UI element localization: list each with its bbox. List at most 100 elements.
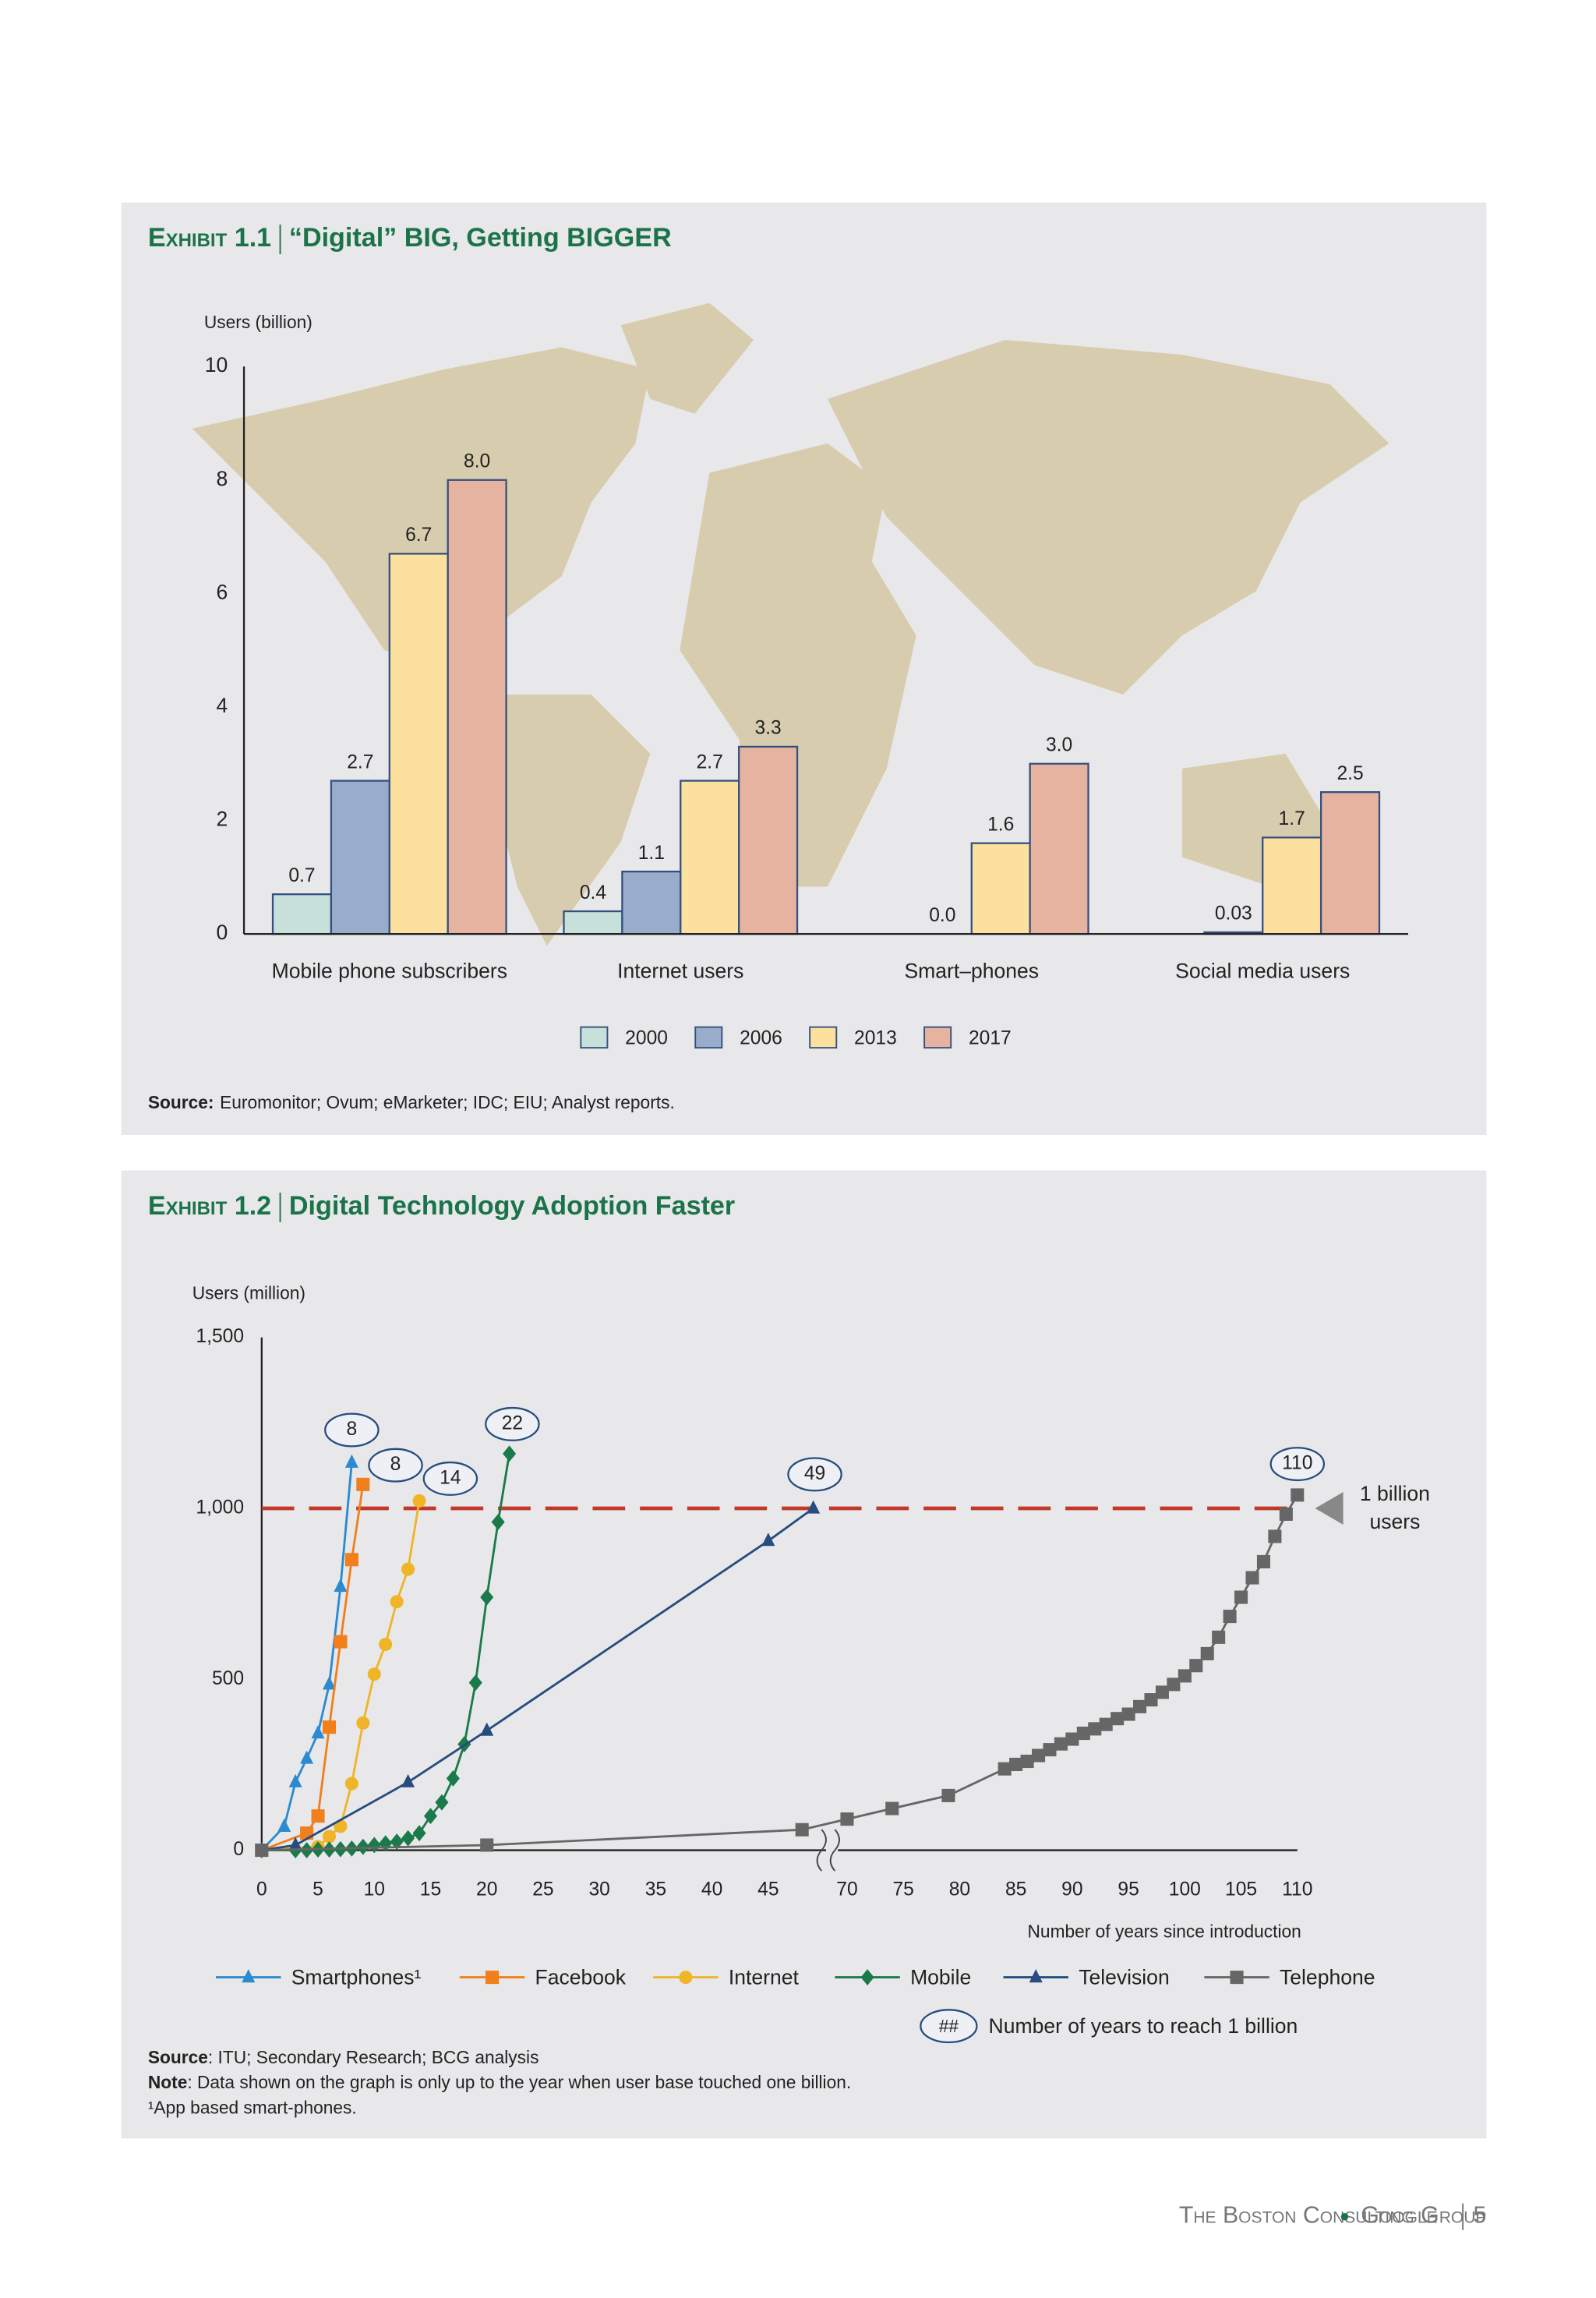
data-label: 2.7 — [697, 751, 723, 772]
legend-swatch — [809, 1026, 838, 1049]
years-oval — [324, 1412, 380, 1448]
legend-swatch — [694, 1026, 723, 1049]
marker — [1268, 1529, 1282, 1543]
note: Note: Data shown on the graph is only up… — [148, 2072, 851, 2092]
marker — [491, 1514, 505, 1530]
x-tick-label: 0 — [256, 1879, 267, 1900]
marker — [288, 1773, 302, 1787]
marker — [390, 1595, 404, 1609]
x-tick-label: 85 — [1005, 1879, 1026, 1900]
legend-label: 2006 — [740, 1027, 782, 1048]
data-label: 1.7 — [1279, 808, 1305, 829]
legend-marker — [1029, 1969, 1043, 1983]
y-tick-label: 8 — [216, 467, 228, 490]
legend-label: Telephone — [1280, 1966, 1375, 1989]
marker — [1291, 1488, 1305, 1502]
marker — [344, 1553, 358, 1567]
bar — [970, 842, 1031, 935]
marker — [322, 1676, 337, 1690]
marker — [1043, 1743, 1057, 1757]
reference-label: users — [1369, 1510, 1420, 1533]
marker — [1144, 1693, 1158, 1707]
note: Source: ITU; Secondary Research; BCG ana… — [148, 2047, 539, 2067]
legend-label: Internet — [729, 1966, 800, 1989]
y-tick-label: 6 — [216, 580, 228, 603]
chart-title: “Digital” BIG, Getting BIGGER — [289, 223, 672, 253]
marker — [1189, 1659, 1203, 1673]
marker — [1256, 1554, 1270, 1568]
marker — [334, 1635, 348, 1649]
marker — [311, 1809, 325, 1823]
bar — [621, 870, 682, 935]
note-text: ¹App based smart-phones. — [148, 2097, 357, 2117]
source-label: Source: — [148, 1092, 214, 1112]
footer-page: 5 — [1473, 2203, 1486, 2229]
legend-marker — [679, 1971, 693, 1985]
marker — [795, 1822, 809, 1837]
reference-arrow — [1315, 1492, 1344, 1525]
legend-label: 2000 — [625, 1027, 668, 1048]
legend-note-symbol: ## — [939, 2016, 959, 2036]
legend-label: Mobile — [910, 1966, 971, 1989]
note: ¹App based smart-phones. — [148, 2097, 357, 2117]
marker — [1099, 1717, 1113, 1731]
legend-label: 2017 — [969, 1027, 1012, 1048]
legend-marker — [486, 1971, 500, 1985]
marker — [1223, 1610, 1237, 1624]
reference-label: 1 billion — [1360, 1482, 1430, 1505]
years-label: 110 — [1282, 1453, 1312, 1474]
x-tick-label: Internet users — [617, 959, 743, 982]
marker — [423, 1808, 438, 1825]
bar — [1029, 762, 1089, 935]
marker — [1009, 1757, 1023, 1772]
marker — [941, 1788, 955, 1802]
years-oval — [485, 1406, 540, 1441]
years-oval — [1269, 1447, 1326, 1482]
x-tick-label: 110 — [1282, 1879, 1312, 1900]
marker — [401, 1562, 415, 1576]
marker — [288, 1837, 302, 1851]
x-tick-label: 35 — [645, 1879, 666, 1900]
legend-marker — [1230, 1971, 1244, 1985]
marker — [807, 1500, 821, 1514]
marker — [1133, 1699, 1147, 1713]
years-oval — [422, 1461, 478, 1496]
source-text: Euromonitor; Ovum; eMarketer; IDC; EIU; … — [220, 1092, 675, 1112]
marker — [277, 1818, 291, 1832]
x-tick-label: Mobile phone subscribers — [272, 959, 507, 982]
marker — [998, 1762, 1012, 1776]
legend-swatch — [923, 1026, 952, 1049]
y-tick-label: 0 — [216, 921, 228, 944]
bar — [388, 553, 449, 935]
marker — [322, 1830, 337, 1844]
marker — [1054, 1737, 1068, 1751]
x-tick-label: 80 — [949, 1879, 970, 1900]
data-label: 2.7 — [347, 751, 373, 772]
y-tick-label: 1,000 — [196, 1497, 244, 1518]
data-label: 3.0 — [1046, 735, 1072, 756]
legend-swatch — [580, 1026, 609, 1049]
x-tick-label: 105 — [1225, 1879, 1257, 1900]
y-tick-label: 2 — [216, 808, 228, 831]
bar — [563, 910, 623, 935]
marker — [1076, 1727, 1090, 1741]
data-label: 0.4 — [580, 882, 606, 903]
data-label: 2.5 — [1336, 763, 1363, 784]
marker — [1167, 1678, 1181, 1692]
x-tick-label: 15 — [420, 1879, 441, 1900]
years-label: 8 — [390, 1454, 401, 1475]
y-tick-label: 500 — [212, 1668, 244, 1689]
marker — [322, 1720, 337, 1734]
bar — [330, 780, 390, 935]
y-axis-label: Users (million) — [192, 1283, 305, 1303]
marker — [1212, 1630, 1226, 1644]
marker — [761, 1533, 775, 1547]
x-tick-label: 75 — [893, 1879, 914, 1900]
marker — [885, 1801, 899, 1815]
data-label: 0.03 — [1215, 903, 1252, 925]
bar — [1319, 791, 1381, 935]
marker — [480, 1589, 494, 1606]
exhibit-label: Exhibit 1.1 — [148, 223, 271, 253]
